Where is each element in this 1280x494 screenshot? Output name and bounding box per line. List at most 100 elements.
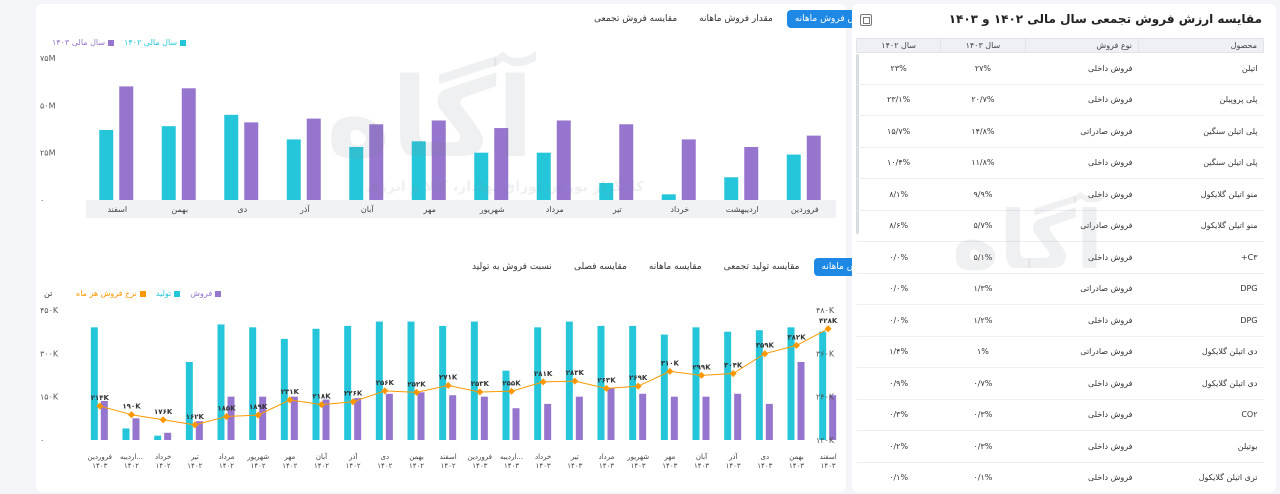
top-legend-swatch-1 — [180, 39, 187, 46]
sales-bar-4 — [227, 396, 235, 440]
table-cell-product: دی اتیلن گلایکول — [1138, 336, 1264, 368]
bottom-x-tick-year: ۱۴۰۳ — [472, 462, 487, 470]
top-chart-tab-1[interactable]: مقدار فروش ماهانه — [699, 14, 773, 24]
sales-bar-3 — [195, 421, 203, 440]
top-bar-1-10 — [744, 146, 759, 200]
table-row: پلی اتیلن سنگین فروش صادراتی ۱۴/۸% ۱۵/۷% — [856, 115, 1264, 148]
rate-label-4: ۱۸۵K — [217, 405, 236, 413]
table-row: C۳+ فروش داخلی ۵/۱% ۰/۰% — [856, 241, 1264, 274]
table-cell-year-1402: ۰/۱% — [856, 462, 941, 492]
production-bar-13 — [502, 370, 510, 440]
bottom-x-tick-year: ۱۴۰۲ — [156, 462, 171, 470]
bottom-chart-legend: نرخ فروش هر ماه تولید فروش — [76, 289, 222, 298]
bottom-legend-item-2[interactable]: فروش — [190, 289, 222, 298]
rate-point-8 — [349, 398, 357, 406]
table-header-1[interactable]: نوع فروش — [1024, 38, 1139, 53]
production-bar-22 — [787, 327, 795, 440]
rate-label-20: ۳۰۴K — [724, 362, 743, 370]
rate-point-19 — [697, 371, 706, 379]
production-bar-5 — [249, 327, 257, 440]
top-bar-0-10 — [724, 177, 739, 200]
table-cell-year-1402: ۰/۰% — [856, 304, 941, 337]
rate-point-7 — [317, 401, 326, 409]
table-header-2[interactable]: سال ۱۴۰۳ — [940, 38, 1026, 53]
top-bar-1-11 — [806, 135, 821, 200]
table-cell-year-1402: ۰/۹% — [856, 367, 941, 400]
table-row: DPG فروش صادراتی ۱/۳% ۰/۰% — [856, 273, 1264, 305]
table-row: منو اتیلن گلایکول فروش داخلی ۹/۹% ۸/۱% — [856, 178, 1264, 211]
bottom-x-tick-month: فروردین — [88, 453, 112, 461]
sales-bar-21 — [765, 403, 773, 440]
sales-bar-2 — [164, 432, 172, 440]
table-cell-year-1402: ۸/۶% — [856, 210, 941, 242]
production-bar-11 — [439, 325, 447, 440]
sales-bar-12 — [480, 396, 488, 440]
top-y-tick: ۷۵M — [40, 54, 56, 63]
rate-point-20 — [729, 370, 737, 378]
top-bar-0-11 — [786, 154, 801, 200]
table-row: تری اتیلن گلایکول فروش داخلی ۰/۱% ۰/۱% — [856, 462, 1264, 492]
rate-label-15: ۲۸۳K — [566, 369, 585, 377]
rate-label-3: ۱۶۲K — [186, 413, 205, 421]
top-legend-item-1[interactable]: سال مالی ۱۴۰۲ — [124, 38, 187, 47]
bottom-x-tick-year: ۱۴۰۳ — [757, 462, 772, 470]
bottom-chart-tab-1[interactable]: مقایسه تولید تجمعی — [723, 262, 800, 272]
table-cell-sale-type: فروش داخلی — [1025, 52, 1139, 85]
bottom-x-tick-month: فروردین — [468, 453, 492, 461]
top-bar-1-7 — [556, 120, 571, 200]
rate-point-2 — [159, 416, 167, 424]
sales-bar-20 — [734, 393, 742, 440]
bottom-legend-item-0[interactable]: نرخ فروش هر ماه — [76, 289, 146, 298]
bottom-y-right-tick: ۴۸۰K — [816, 306, 835, 315]
table-cell-year-1402: ۰/۰% — [856, 241, 941, 274]
top-y-tick: ۰ — [40, 196, 44, 205]
table-cell-product: پلی پروپیلن — [1138, 84, 1264, 116]
table-cell-product: اتیلن — [1138, 52, 1264, 85]
table-header-0[interactable]: محصول — [1137, 38, 1265, 53]
sales-bar-5 — [259, 396, 267, 440]
rate-point-22 — [792, 341, 801, 349]
top-x-tick: شهریور — [479, 205, 505, 214]
table-cell-year-1402: ۲۳/۱% — [856, 84, 941, 116]
unit-label: تن — [44, 289, 53, 298]
sales-bar-13 — [512, 408, 520, 440]
bottom-legend-label-1: تولید — [155, 289, 172, 298]
bottom-chart-tab-2[interactable]: مقایسه ماهانه — [648, 262, 702, 272]
top-x-tick: آذر — [299, 204, 310, 214]
sales-comparison-table: محصول نوع فروش سال ۱۴۰۳ سال ۱۴۰۲ اتیلن فروش … — [855, 38, 1265, 492]
table-cell-year-1402: ۰/۲% — [856, 430, 941, 463]
production-bar-21 — [755, 330, 763, 440]
top-bar-1-0 — [119, 86, 134, 200]
bottom-x-tick-year: ۱۴۰۳ — [631, 462, 646, 470]
sales-bar-19 — [702, 396, 710, 440]
bottom-x-tick-month: اسفند — [820, 453, 837, 461]
top-x-tick: اسفند — [107, 205, 127, 214]
table-cell-sale-type: فروش داخلی — [1025, 178, 1139, 211]
bottom-x-tick-year: ۱۴۰۲ — [251, 462, 266, 470]
table-cell-year-1403: ۲۷% — [940, 52, 1026, 85]
bottom-x-tick-year: ۱۴۰۳ — [536, 462, 551, 470]
top-x-tick: بهمن — [171, 205, 188, 214]
export-icon[interactable] — [860, 14, 872, 26]
rate-label-21: ۳۵۹K — [756, 342, 775, 350]
bottom-x-tick-month: مهر — [283, 453, 295, 461]
rate-label-14: ۲۸۱K — [534, 370, 553, 378]
top-chart-tab-2[interactable]: مقایسه فروش تجمعی — [594, 14, 678, 24]
bottom-chart-tab-3[interactable]: مقایسه فصلی — [573, 262, 627, 272]
charts-panel: مقایسه فروش تجمعی مقدار فروش ماهانه ارزش ف… — [36, 4, 880, 492]
sales-bar-15 — [575, 396, 583, 440]
bottom-y-right-tick: ۱۲۰K — [816, 436, 835, 445]
top-legend-item-0[interactable]: سال مالی ۱۴۰۳ — [52, 38, 115, 47]
rate-point-16 — [602, 384, 611, 392]
top-bar-1-9 — [681, 139, 696, 200]
bottom-x-tick-month: آبان — [696, 452, 708, 461]
rate-point-15 — [571, 377, 579, 385]
sales-bar-17 — [639, 393, 647, 440]
production-bar-23 — [819, 331, 827, 440]
table-cell-year-1402: ۱۵/۷% — [856, 115, 941, 148]
bottom-chart-tab-4[interactable]: نسبت فروش به تولید — [472, 262, 552, 272]
table-row: CO۲ فروش داخلی ۰/۳% ۰/۳% — [856, 399, 1264, 431]
table-header-3[interactable]: سال ۱۴۰۲ — [855, 38, 942, 53]
bottom-legend-item-1[interactable]: تولید — [155, 289, 181, 298]
bottom-legend-swatch-1 — [174, 290, 181, 297]
